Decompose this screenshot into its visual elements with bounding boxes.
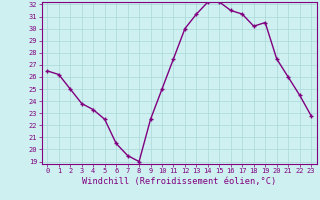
X-axis label: Windchill (Refroidissement éolien,°C): Windchill (Refroidissement éolien,°C) [82,177,276,186]
